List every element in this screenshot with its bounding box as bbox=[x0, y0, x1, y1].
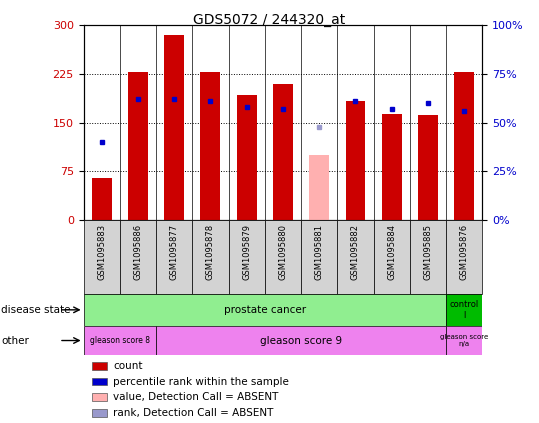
Text: GDS5072 / 244320_at: GDS5072 / 244320_at bbox=[194, 13, 345, 27]
Text: GSM1095882: GSM1095882 bbox=[351, 224, 360, 280]
Text: rank, Detection Call = ABSENT: rank, Detection Call = ABSENT bbox=[114, 408, 274, 418]
Bar bbox=[446, 294, 482, 326]
Text: GSM1095883: GSM1095883 bbox=[97, 224, 106, 280]
Bar bbox=[382, 114, 402, 220]
Bar bbox=[128, 72, 148, 220]
Bar bbox=[337, 220, 374, 294]
Bar bbox=[265, 220, 301, 294]
Bar bbox=[92, 378, 107, 385]
Bar bbox=[120, 220, 156, 294]
Text: count: count bbox=[114, 361, 143, 371]
Bar bbox=[454, 72, 474, 220]
Bar bbox=[345, 101, 365, 220]
Bar bbox=[201, 72, 220, 220]
Bar bbox=[156, 220, 192, 294]
Bar bbox=[273, 84, 293, 220]
Bar bbox=[374, 220, 410, 294]
Bar bbox=[446, 220, 482, 294]
Bar bbox=[156, 326, 446, 355]
Bar bbox=[309, 155, 329, 220]
Text: other: other bbox=[1, 335, 29, 346]
Bar bbox=[92, 362, 107, 370]
Bar bbox=[92, 178, 112, 220]
Bar bbox=[164, 35, 184, 220]
Text: gleason score 9: gleason score 9 bbox=[260, 335, 342, 346]
Bar bbox=[418, 115, 438, 220]
Bar bbox=[301, 220, 337, 294]
Text: GSM1095879: GSM1095879 bbox=[242, 224, 251, 280]
Text: prostate cancer: prostate cancer bbox=[224, 305, 306, 315]
Text: gleason score
n/a: gleason score n/a bbox=[440, 334, 488, 347]
Text: GSM1095884: GSM1095884 bbox=[387, 224, 396, 280]
Text: disease state: disease state bbox=[1, 305, 71, 315]
Text: gleason score 8: gleason score 8 bbox=[90, 336, 150, 345]
Text: GSM1095885: GSM1095885 bbox=[424, 224, 432, 280]
Bar bbox=[192, 220, 229, 294]
Bar bbox=[84, 220, 120, 294]
Text: percentile rank within the sample: percentile rank within the sample bbox=[114, 376, 289, 387]
Text: GSM1095877: GSM1095877 bbox=[170, 224, 179, 280]
Text: control
l: control l bbox=[450, 300, 479, 319]
Bar bbox=[92, 409, 107, 417]
Bar bbox=[92, 393, 107, 401]
Bar bbox=[446, 326, 482, 355]
Text: GSM1095886: GSM1095886 bbox=[134, 224, 142, 280]
Text: GSM1095876: GSM1095876 bbox=[460, 224, 469, 280]
Bar bbox=[410, 220, 446, 294]
Text: GSM1095881: GSM1095881 bbox=[315, 224, 324, 280]
Bar bbox=[229, 220, 265, 294]
Bar bbox=[84, 326, 156, 355]
Text: value, Detection Call = ABSENT: value, Detection Call = ABSENT bbox=[114, 392, 279, 402]
Text: GSM1095880: GSM1095880 bbox=[279, 224, 287, 280]
Text: GSM1095878: GSM1095878 bbox=[206, 224, 215, 280]
Bar bbox=[237, 95, 257, 220]
